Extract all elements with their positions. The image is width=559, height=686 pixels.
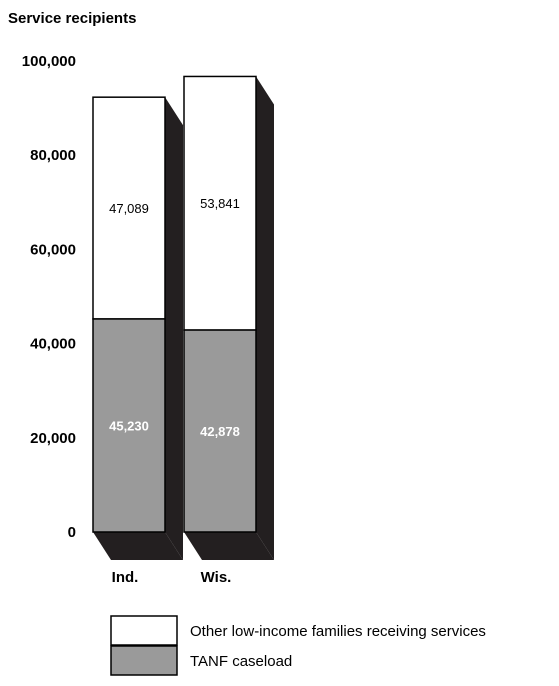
data-label-other: 47,089	[109, 201, 149, 216]
y-tick-label: 80,000	[30, 147, 76, 164]
bar-segment-tanf	[92, 318, 166, 533]
legend-swatch	[110, 645, 178, 676]
bar-bottom-face	[184, 532, 274, 560]
bar-segment-tanf	[183, 329, 257, 533]
y-axis-title: Service recipients	[8, 10, 136, 27]
y-tick-label: 60,000	[30, 241, 76, 258]
data-label-tanf: 45,230	[109, 418, 149, 433]
data-label-other: 53,841	[200, 196, 240, 211]
y-tick-label: 100,000	[22, 53, 76, 70]
bar-side-face	[165, 97, 183, 560]
data-label-tanf: 42,878	[200, 424, 240, 439]
bar-side-face	[256, 76, 274, 561]
legend: Other low-income families receiving serv…	[110, 615, 486, 676]
x-category-label: Ind.	[112, 569, 139, 586]
bar-segment-other	[92, 96, 166, 320]
y-tick-label: 40,000	[30, 336, 76, 353]
legend-label: TANF caseload	[190, 653, 292, 670]
legend-swatch	[110, 615, 178, 646]
y-tick-label: 0	[68, 524, 76, 541]
legend-label: Other low-income families receiving serv…	[190, 623, 486, 640]
y-tick-label: 20,000	[30, 430, 76, 447]
bar-segment-other	[183, 75, 257, 331]
bar-bottom-face	[93, 532, 183, 560]
x-category-label: Wis.	[201, 569, 232, 586]
